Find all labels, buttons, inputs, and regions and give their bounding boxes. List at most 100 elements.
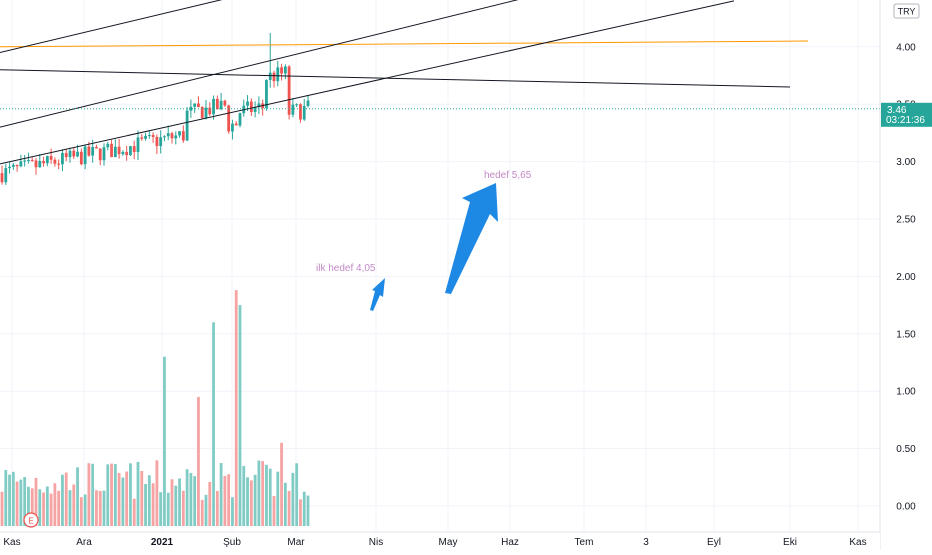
trend-channel-lower[interactable]: [0, 0, 735, 165]
candle-body: [208, 107, 212, 115]
annotations[interactable]: ilk hedef 4,05 hedef 5,65: [316, 170, 532, 274]
candle-body: [125, 151, 129, 156]
volume-bar: [178, 478, 181, 526]
volume-bar: [102, 490, 106, 526]
price-tick-label: 1.00: [896, 387, 916, 398]
volume-bar: [193, 476, 197, 526]
volume-bar: [30, 488, 34, 526]
candle-body: [0, 173, 4, 183]
volume-bar: [283, 482, 287, 526]
candle-body: [38, 160, 42, 168]
volume-bar: [140, 471, 144, 526]
volume-bar: [27, 486, 30, 526]
volume-bar: [72, 484, 76, 526]
candle-body: [121, 151, 125, 155]
currency-badge-label: TRY: [898, 7, 916, 17]
price-axis-bg: [880, 0, 932, 550]
candle-body: [215, 98, 219, 110]
target-arrows[interactable]: [370, 183, 498, 311]
volume-bar: [299, 499, 302, 526]
candle-body: [68, 150, 72, 158]
candle-body: [280, 67, 283, 74]
price-tick-label: 3.00: [896, 157, 916, 168]
volume-bar: [242, 465, 246, 526]
candle-body: [185, 110, 189, 141]
volume-bars: [0, 290, 310, 526]
volume-bar: [42, 492, 45, 526]
volume-bar: [151, 483, 155, 526]
candle-body: [79, 151, 83, 165]
candle-body: [272, 72, 276, 82]
volume-bar: [208, 481, 212, 526]
candle-body: [159, 137, 163, 147]
price-tick-label: 4.00: [896, 42, 916, 53]
second-target-label[interactable]: hedef 5,65: [484, 170, 532, 181]
volume-bar: [170, 479, 174, 526]
horizontal-trend-line[interactable]: [0, 69, 791, 88]
candle-body: [53, 159, 57, 164]
volume-bar: [83, 494, 87, 526]
candle-body: [110, 143, 113, 158]
volume-bar: [238, 305, 242, 526]
volume-bar: [8, 474, 11, 526]
time-axis-bg: [0, 532, 880, 550]
candle-body: [102, 147, 106, 161]
drawing-lines[interactable]: [0, 0, 880, 165]
candle-body: [234, 123, 238, 126]
volume-bar: [79, 497, 83, 526]
currency-badge[interactable]: TRY: [893, 3, 920, 19]
time-axis[interactable]: Kas Ara 2021 Şub Mar Nis May Haz Tem 3 Eyl Eki Kas: [3, 537, 866, 548]
candle-body: [204, 107, 208, 119]
volume-bar: [87, 463, 91, 526]
grid: [0, 0, 880, 532]
candle-body: [147, 135, 151, 137]
candle-body: [170, 133, 174, 139]
candle-body: [30, 159, 34, 161]
volume-bar: [34, 477, 38, 526]
volume-bar: [204, 494, 208, 526]
candle-body: [34, 160, 38, 168]
volume-bar: [144, 483, 147, 526]
earnings-event-marker[interactable]: E: [23, 512, 39, 528]
time-tick-label: Eki: [783, 537, 797, 548]
volume-bar: [95, 490, 98, 526]
candle-body: [98, 148, 102, 161]
candle-body: [95, 146, 98, 149]
first-target-label[interactable]: ilk hedef 4,05: [316, 263, 376, 274]
candle-body: [227, 105, 231, 132]
volume-bar: [302, 491, 306, 526]
candle-body: [276, 67, 280, 82]
second-target-arrow[interactable]: [445, 183, 498, 294]
candle-body: [174, 135, 178, 139]
candle-body: [246, 101, 249, 106]
volume-bar: [132, 498, 136, 526]
candle-body: [136, 137, 140, 153]
volume-bar: [136, 461, 140, 526]
volume-bar: [265, 464, 268, 526]
candle-body: [113, 146, 117, 158]
time-tick-label: 2021: [151, 537, 174, 548]
horizontal-level-line[interactable]: [0, 40, 809, 48]
volume-bar: [76, 467, 79, 526]
candle-body: [193, 103, 197, 107]
candle-body: [140, 137, 144, 139]
volume-bar: [219, 463, 223, 526]
volume-bar: [110, 463, 113, 526]
time-tick-label: Kas: [849, 537, 866, 548]
candle-body: [200, 107, 204, 119]
volume-bar: [174, 485, 178, 526]
volume-bar: [23, 477, 27, 526]
volume-bar: [45, 486, 49, 526]
volume-bar: [4, 470, 8, 526]
volume-bar: [223, 476, 227, 526]
trend-channel-middle[interactable]: [0, 0, 746, 128]
volume-bar: [200, 499, 204, 526]
candle-body: [189, 106, 193, 111]
trend-channel-upper[interactable]: [0, 0, 722, 54]
volume-bar: [147, 475, 151, 526]
candle-body: [4, 168, 8, 183]
time-tick-label: Kas: [3, 537, 20, 548]
first-target-arrow[interactable]: [370, 278, 385, 311]
